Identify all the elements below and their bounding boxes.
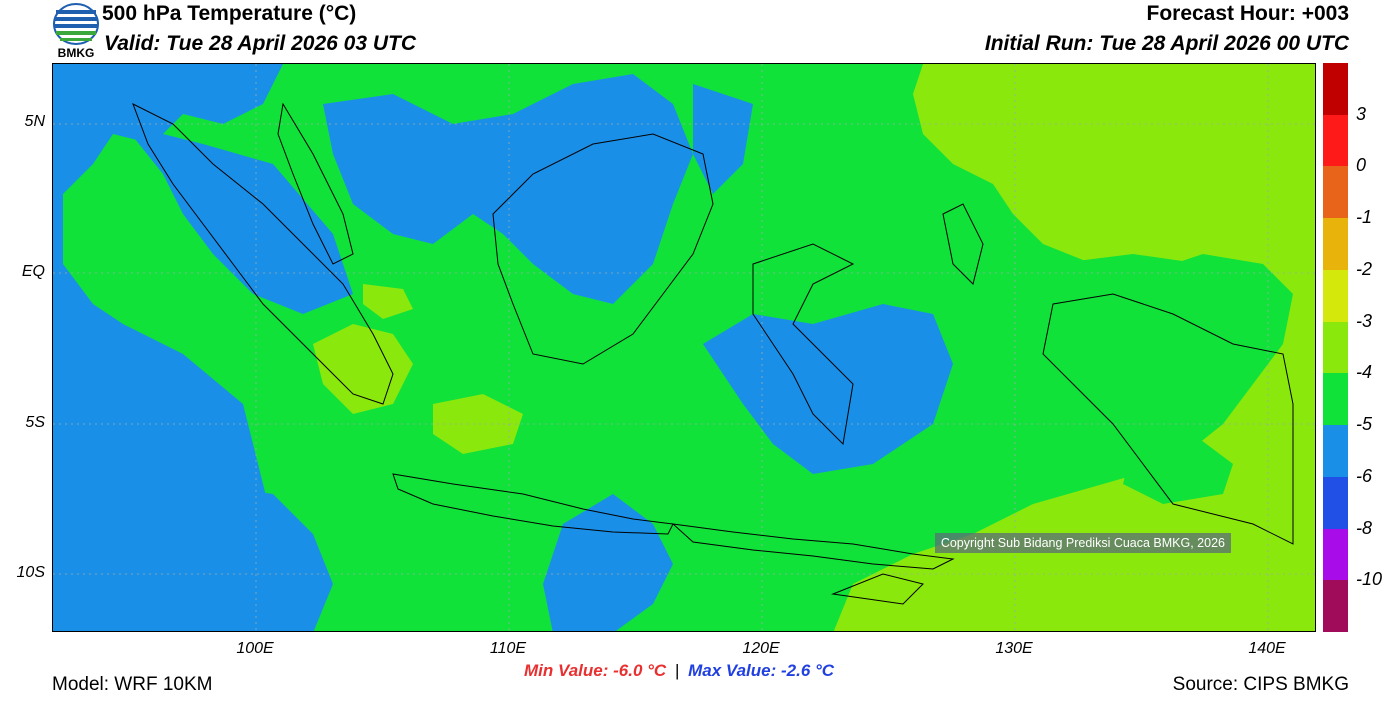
blue-region-borneo xyxy=(693,84,753,194)
forecast-hour: Forecast Hour: +003 xyxy=(1146,2,1350,25)
map-field xyxy=(53,64,1315,631)
coast-papua xyxy=(1042,293,1294,545)
lat-label-5s: 5S xyxy=(25,414,45,431)
colorbar-segment xyxy=(1323,580,1348,633)
coastlines xyxy=(132,102,1294,605)
map-title: 500 hPa Temperature (°C) xyxy=(102,2,357,25)
green-patch-east xyxy=(973,254,1263,434)
coast-borneo xyxy=(492,133,714,365)
blue-region-southwest xyxy=(203,484,333,631)
min-value: Min Value: -6.0 °C xyxy=(524,661,667,680)
coast-halmahera xyxy=(942,203,984,285)
blue-region-north xyxy=(323,74,693,304)
min-max-line: Min Value: -6.0 °C | Max Value: -2.6 °C xyxy=(524,661,834,681)
colorbar-label: -2 xyxy=(1356,258,1373,279)
lat-label-10s: 10S xyxy=(16,564,45,581)
gridlines xyxy=(53,64,1315,631)
colorbar-segment xyxy=(1323,218,1348,271)
lat-label-5n: 5N xyxy=(24,113,45,130)
colorbar xyxy=(1323,63,1348,633)
lon-label-140e: 140E xyxy=(1248,640,1286,657)
coast-java xyxy=(392,473,674,535)
colorbar-label: -8 xyxy=(1356,517,1373,538)
initial-run: Initial Run: Tue 28 April 2026 00 UTC xyxy=(984,32,1349,55)
colorbar-segment xyxy=(1323,425,1348,478)
yg-patch-small xyxy=(363,284,413,319)
max-value: Max Value: -2.6 °C xyxy=(688,661,835,680)
colorbar-label: -10 xyxy=(1356,569,1383,590)
coast-timor xyxy=(831,573,924,605)
coast-malaya xyxy=(277,102,354,265)
green-patch-papua xyxy=(1123,434,1233,504)
colorbar-segment xyxy=(1323,321,1348,374)
yg-patch-java xyxy=(433,394,523,454)
bmkg-logo: BMKG xyxy=(52,2,100,62)
colorbar-segment xyxy=(1323,476,1348,530)
colorbar-label: -3 xyxy=(1356,310,1373,331)
lon-label-100e: 100E xyxy=(236,640,274,657)
colorbar-label: -6 xyxy=(1356,465,1373,486)
colorbar-segment xyxy=(1323,166,1348,219)
model-label: Model: WRF 10KM xyxy=(52,674,213,695)
coast-nusatenggara xyxy=(671,523,955,570)
colorbar-segment xyxy=(1323,114,1348,167)
lat-label-eq: EQ xyxy=(21,263,45,280)
colorbar-segment xyxy=(1323,373,1348,426)
copyright-notice: Copyright Sub Bidang Prediksi Cuaca BMKG… xyxy=(934,533,1231,553)
colorbar-segment xyxy=(1323,63,1348,116)
logo-text: BMKG xyxy=(57,46,95,60)
blue-region-west xyxy=(53,64,303,631)
coast-sumatra xyxy=(132,102,394,405)
colorbar-label: 3 xyxy=(1356,103,1367,124)
colorbar-label: -5 xyxy=(1356,414,1373,435)
temperature-map: Copyright Sub Bidang Prediksi Cuaca BMKG… xyxy=(52,63,1316,632)
coast-sulawesi xyxy=(752,243,855,446)
lon-label-130e: 130E xyxy=(995,640,1033,657)
blue-region-central xyxy=(703,304,953,474)
yg-patch-sumatra xyxy=(313,324,413,414)
source-label: Source: CIPS BMKG xyxy=(1172,674,1349,695)
colorbar-segment xyxy=(1323,528,1348,581)
colorbar-label: 0 xyxy=(1356,155,1367,176)
colorbar-label: -1 xyxy=(1356,207,1373,228)
colorbar-segment xyxy=(1323,269,1348,323)
blue-region-sumatra xyxy=(123,124,353,314)
bmkg-emblem-icon xyxy=(53,3,99,45)
lon-label-120e: 120E xyxy=(742,640,780,657)
min-max-separator: | xyxy=(674,661,680,680)
lon-label-110e: 110E xyxy=(489,640,527,657)
valid-time: Valid: Tue 28 April 2026 03 UTC xyxy=(104,32,417,55)
colorbar-label: -4 xyxy=(1356,362,1373,383)
